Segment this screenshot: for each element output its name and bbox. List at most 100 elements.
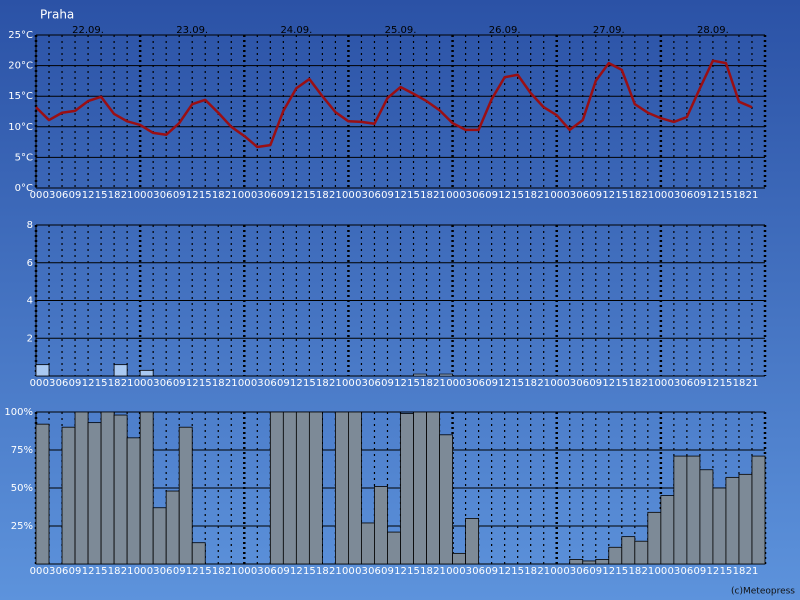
x-tick-label: 09: [694, 566, 707, 577]
x-tick-label: 09: [589, 566, 602, 577]
x-tick-label: 15: [407, 190, 420, 201]
bar: [139, 369, 154, 377]
bar: [439, 373, 453, 377]
bar: [295, 411, 310, 565]
x-tick-label: 00: [654, 378, 667, 389]
x-tick-label: 18: [212, 190, 225, 201]
bar: [595, 559, 610, 565]
x-tick-label: 09: [277, 190, 290, 201]
x-tick-label: 06: [576, 566, 589, 577]
x-tick-label: 18: [420, 190, 433, 201]
bar: [712, 487, 727, 565]
x-tick-label: 00: [550, 566, 563, 577]
x-tick-label: 12: [82, 566, 95, 577]
x-tick-label: 00: [134, 378, 147, 389]
x-tick-label: 12: [707, 190, 720, 201]
bar: [751, 455, 766, 565]
bar: [621, 536, 636, 565]
x-tick-label: 18: [524, 566, 537, 577]
x-tick-label: 00: [446, 378, 459, 389]
x-tick-label: 03: [459, 378, 472, 389]
y-tick-label: 6: [27, 258, 33, 269]
x-tick-label: 03: [563, 378, 576, 389]
x-tick-label: 21: [433, 190, 446, 201]
x-tick-label: 21: [641, 378, 654, 389]
x-tick-label: 09: [589, 190, 602, 201]
x-tick-label: 12: [186, 566, 199, 577]
x-tick-label: 15: [95, 190, 108, 201]
bar: [282, 411, 297, 565]
x-tick-label: 18: [212, 378, 225, 389]
x-tick-label: 03: [43, 378, 56, 389]
bar: [374, 486, 388, 565]
x-tick-label: 21: [121, 566, 134, 577]
bar: [126, 437, 141, 565]
x-tick-label: 06: [681, 378, 694, 389]
y-tick-label: 25°C: [8, 30, 33, 41]
y-tick-label: 10°C: [8, 122, 33, 133]
x-tick-label: 12: [707, 566, 720, 577]
x-tick-label: 15: [95, 566, 108, 577]
x-tick-label: 12: [602, 378, 615, 389]
x-tick-label: 21: [329, 190, 342, 201]
x-tick-label: 21: [641, 566, 654, 577]
day-label: 22.09.: [72, 25, 104, 36]
day-label: 27.09.: [593, 25, 625, 36]
y-tick-label: 0°C: [15, 183, 33, 194]
x-tick-label: 06: [576, 378, 589, 389]
x-tick-label: 09: [381, 190, 394, 201]
x-tick-label: 00: [238, 378, 251, 389]
x-tick-label: 21: [537, 378, 550, 389]
x-tick-label: 06: [681, 566, 694, 577]
x-tick-label: 15: [615, 566, 628, 577]
x-tick-label: 09: [173, 566, 186, 577]
x-tick-label: 15: [720, 190, 733, 201]
x-tick-label: 12: [394, 566, 407, 577]
day-label: 26.09.: [489, 25, 521, 36]
x-tick-label: 09: [694, 190, 707, 201]
x-tick-label: 15: [303, 378, 316, 389]
x-tick-label: 03: [251, 566, 264, 577]
bar: [152, 507, 167, 565]
x-tick-label: 06: [368, 566, 381, 577]
x-tick-label: 06: [264, 378, 277, 389]
x-tick-label: 00: [446, 566, 459, 577]
x-tick-label: 21: [641, 190, 654, 201]
bar: [139, 411, 154, 565]
x-tick-label: 12: [498, 378, 511, 389]
bar: [335, 411, 349, 565]
bar: [61, 426, 76, 565]
bar: [608, 546, 623, 565]
x-tick-label: 09: [485, 566, 498, 577]
x-tick-label: 15: [511, 566, 524, 577]
x-tick-label: 00: [238, 190, 251, 201]
x-tick-label: 06: [56, 190, 69, 201]
x-tick-label: 00: [30, 190, 43, 201]
bar: [413, 373, 427, 377]
x-tick-label: 12: [82, 190, 95, 201]
x-tick-label: 15: [199, 190, 212, 201]
bar: [439, 434, 453, 565]
y-tick-label: 50%: [11, 483, 33, 494]
x-tick-label: 21: [329, 566, 342, 577]
bar: [400, 413, 414, 565]
x-tick-label: 21: [537, 190, 550, 201]
bar: [673, 455, 688, 565]
x-tick-label: 00: [30, 566, 43, 577]
credit: (c)Meteopress: [731, 587, 795, 597]
y-tick-label: 75%: [11, 445, 33, 456]
x-tick-label: 12: [394, 190, 407, 201]
x-tick-label: 21: [746, 566, 759, 577]
x-tick-label: 12: [498, 566, 511, 577]
x-tick-label: 06: [160, 566, 173, 577]
x-tick-label: 15: [199, 566, 212, 577]
bar: [100, 411, 115, 565]
day-label: 28.09.: [697, 25, 729, 36]
x-tick-label: 09: [69, 566, 82, 577]
x-tick-label: 06: [264, 566, 277, 577]
x-tick-label: 03: [147, 378, 160, 389]
x-tick-label: 12: [186, 378, 199, 389]
day-label: 23.09.: [176, 25, 208, 36]
y-tick-label: 15°C: [8, 91, 33, 102]
